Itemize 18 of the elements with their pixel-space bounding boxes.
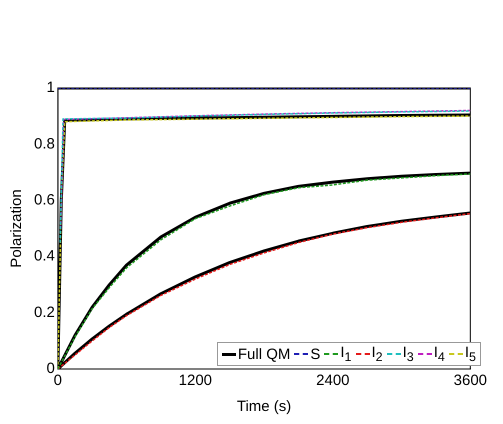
legend-label: S	[310, 346, 320, 362]
legend-label: Full QM	[238, 346, 290, 362]
legend-label: I$_{5}$	[464, 344, 476, 364]
x-tick-label: 3600	[454, 372, 488, 390]
y-tick-label: 0.2	[34, 304, 55, 321]
x-axis-title: Time (s)	[236, 398, 292, 416]
x-tick-label: 1200	[178, 372, 212, 390]
y-tick-label: 0.6	[34, 192, 55, 209]
y-tick-label: 0	[46, 360, 55, 378]
x-tick-label: 2400	[316, 372, 350, 390]
y-tick-label: 1	[46, 79, 55, 96]
y-tick-label: 0.4	[34, 248, 55, 265]
legend-label: I$_{2}$	[372, 344, 383, 364]
y-tick-label: 0.8	[34, 135, 55, 152]
y-axis-title: Polarization	[8, 189, 26, 268]
legend-label: I$_{3}$	[402, 344, 414, 364]
legend-label: I$_{1}$	[340, 344, 352, 364]
legend-label: I$_{4}$	[434, 344, 445, 364]
